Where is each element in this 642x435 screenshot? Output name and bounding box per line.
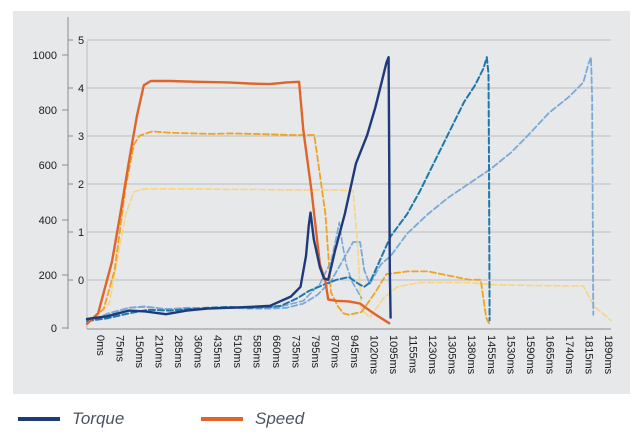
x-tick-label: 1740ms [563, 335, 575, 375]
legend-label-torque: Torque [72, 409, 125, 428]
legend-item-torque: Torque [18, 407, 124, 431]
x-tick-label: 660ms [270, 335, 282, 369]
x-tick-label: 510ms [231, 335, 243, 369]
x-tick-label: 945ms [348, 335, 360, 369]
right-axis-tick-label: 0 [78, 275, 84, 287]
x-tick-label: 1665ms [543, 335, 555, 375]
series-line-unlabeled-5 [86, 56, 595, 322]
line-chart: 0 1 2 3 4 5 0 200 400 600 800 1000 0ms 75ms 150ms 210ms… [33, 17, 614, 375]
x-tick-label: 210ms [153, 335, 165, 369]
series-line-torque [85, 56, 392, 321]
grid [87, 39, 611, 281]
left-axis-tick-label: 0 [51, 323, 57, 335]
x-tick-label: 585ms [250, 335, 262, 369]
series-line-unlabeled-3 [86, 188, 612, 324]
series-line-unlabeled-2 [86, 130, 490, 325]
x-tick-label: 1590ms [524, 335, 536, 375]
legend-label-speed: Speed [255, 409, 305, 428]
x-tick-label: 1815ms [582, 335, 594, 375]
x-tick-label: 285ms [172, 335, 184, 369]
x-tick-label: 1455ms [485, 335, 497, 375]
right-axis-tick-label: 1 [78, 227, 84, 239]
x-tick-label: 1095ms [387, 335, 399, 375]
x-tick-label: 1020ms [368, 335, 380, 375]
x-tick-label: 1530ms [504, 335, 516, 375]
x-tick-label: 75ms [114, 335, 126, 362]
left-axis-tick-label: 600 [39, 160, 57, 172]
right-axis-tick-label: 3 [78, 131, 84, 143]
series [85, 56, 612, 325]
x-tick-label: 1890ms [602, 335, 614, 375]
x-tick-label: 0ms [94, 335, 106, 356]
legend-swatch-speed [201, 417, 243, 421]
left-axis-tick-label: 200 [39, 270, 57, 282]
left-axis-tick-label: 1000 [33, 50, 57, 62]
x-tick-label: 435ms [211, 335, 223, 369]
x-tick-label: 1380ms [465, 335, 477, 375]
x-tick-label: 870ms [328, 335, 340, 369]
x-tick-label: 1305ms [446, 335, 458, 375]
x-tick-label: 1230ms [426, 335, 438, 375]
x-tick-label: 795ms [309, 335, 321, 369]
series-line-speed [85, 79, 391, 325]
legend-item-speed: Speed [201, 407, 304, 431]
chart-panel: 0 1 2 3 4 5 0 200 400 600 800 1000 0ms 75ms 150ms 210ms… [13, 11, 630, 394]
right-axis-tick-label: 2 [78, 179, 84, 191]
legend-swatch-torque [18, 417, 60, 421]
axes [62, 17, 611, 330]
x-tick-label: 735ms [289, 335, 301, 369]
x-tick-label: 1155ms [407, 335, 419, 374]
left-axis-tick-label: 800 [39, 105, 57, 117]
x-tick-label: 360ms [192, 335, 204, 369]
tick-labels: 0 1 2 3 4 5 0 200 400 600 800 1000 0ms 75ms 150ms 210ms… [33, 35, 614, 375]
x-tick-label: 150ms [133, 335, 145, 369]
left-axis-tick-label: 400 [39, 215, 57, 227]
right-axis-tick-label: 4 [78, 83, 84, 95]
right-axis-tick-label: 5 [78, 35, 84, 47]
